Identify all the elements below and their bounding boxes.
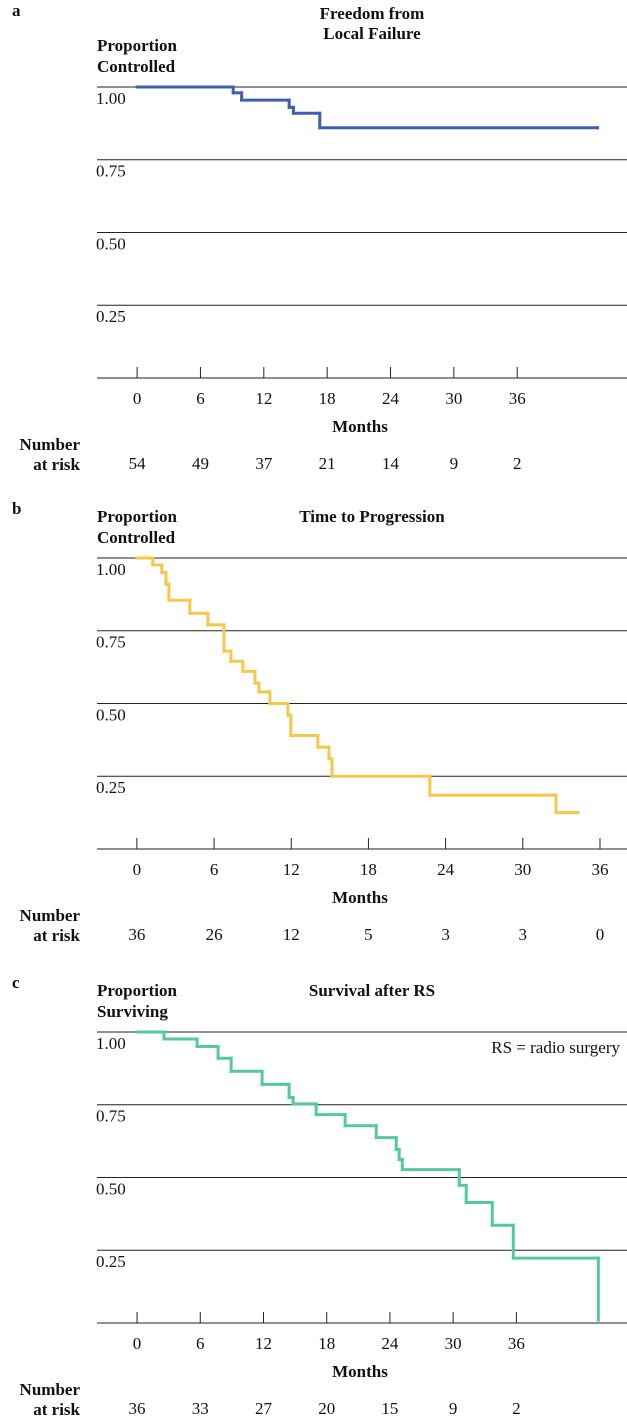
y-tick-label: 1.00 bbox=[96, 560, 126, 579]
y-axis-label: Controlled bbox=[97, 528, 176, 547]
y-tick-label: 0.25 bbox=[96, 778, 126, 797]
x-tick-label: 6 bbox=[196, 389, 205, 408]
annotation: RS = radio surgery bbox=[491, 1038, 620, 1057]
panel-label: a bbox=[12, 1, 21, 20]
at-risk-value: 9 bbox=[449, 1399, 458, 1418]
at-risk-value: 49 bbox=[192, 454, 209, 473]
at-risk-value: 12 bbox=[283, 925, 300, 944]
at-risk-value: 33 bbox=[192, 1399, 209, 1418]
at-risk-value: 9 bbox=[450, 454, 459, 473]
at-risk-value: 2 bbox=[513, 454, 522, 473]
x-axis-label: Months bbox=[332, 417, 388, 436]
chart-title: Survival after RS bbox=[309, 981, 435, 1000]
at-risk-value: 15 bbox=[381, 1399, 398, 1418]
x-axis-label: Months bbox=[332, 1362, 388, 1381]
y-axis-label: Surviving bbox=[97, 1002, 168, 1021]
x-tick-label: 36 bbox=[508, 1334, 525, 1353]
at-risk-value: 36 bbox=[128, 925, 145, 944]
at-risk-label: Number bbox=[20, 906, 81, 925]
panel-label: c bbox=[12, 973, 20, 992]
y-axis-label: Proportion bbox=[97, 981, 178, 1000]
chart-title: Local Failure bbox=[323, 24, 421, 43]
at-risk-label: Number bbox=[20, 435, 81, 454]
x-tick-label: 18 bbox=[319, 389, 336, 408]
x-tick-label: 0 bbox=[133, 1334, 142, 1353]
x-tick-label: 24 bbox=[382, 389, 400, 408]
y-tick-label: 0.25 bbox=[96, 307, 126, 326]
y-tick-label: 0.50 bbox=[96, 234, 126, 253]
x-tick-label: 18 bbox=[360, 860, 377, 879]
at-risk-value: 20 bbox=[318, 1399, 335, 1418]
x-tick-label: 24 bbox=[381, 1334, 399, 1353]
at-risk-value: 5 bbox=[364, 925, 373, 944]
x-tick-label: 0 bbox=[133, 860, 142, 879]
y-tick-label: 0.75 bbox=[96, 1107, 126, 1126]
chart-title: Time to Progression bbox=[299, 507, 445, 526]
at-risk-value: 37 bbox=[255, 454, 273, 473]
x-tick-label: 6 bbox=[196, 1334, 205, 1353]
at-risk-label: at risk bbox=[33, 455, 80, 474]
x-tick-label: 36 bbox=[591, 860, 608, 879]
at-risk-label: at risk bbox=[33, 926, 80, 945]
x-axis-label: Months bbox=[332, 888, 388, 907]
at-risk-value: 2 bbox=[512, 1399, 521, 1418]
at-risk-label: Number bbox=[20, 1380, 81, 1399]
x-tick-label: 36 bbox=[509, 389, 526, 408]
y-tick-label: 1.00 bbox=[96, 1034, 126, 1053]
y-tick-label: 0.50 bbox=[96, 705, 126, 724]
at-risk-value: 36 bbox=[129, 1399, 146, 1418]
x-tick-label: 30 bbox=[445, 1334, 462, 1353]
x-tick-label: 6 bbox=[210, 860, 219, 879]
at-risk-value: 26 bbox=[206, 925, 223, 944]
y-axis-label: Proportion bbox=[97, 36, 178, 55]
x-tick-label: 0 bbox=[133, 389, 142, 408]
at-risk-value: 3 bbox=[519, 925, 528, 944]
chart-title: Freedom from bbox=[320, 4, 425, 23]
y-tick-label: 0.75 bbox=[96, 633, 126, 652]
x-tick-label: 12 bbox=[255, 389, 272, 408]
at-risk-value: 27 bbox=[255, 1399, 273, 1418]
x-tick-label: 12 bbox=[255, 1334, 272, 1353]
x-tick-label: 12 bbox=[283, 860, 300, 879]
x-tick-label: 18 bbox=[318, 1334, 335, 1353]
y-tick-label: 0.75 bbox=[96, 162, 126, 181]
at-risk-value: 0 bbox=[596, 925, 605, 944]
y-axis-label: Controlled bbox=[97, 57, 176, 76]
at-risk-value: 3 bbox=[441, 925, 450, 944]
y-axis-label: Proportion bbox=[97, 507, 178, 526]
y-tick-label: 0.50 bbox=[96, 1179, 126, 1198]
x-tick-label: 30 bbox=[445, 389, 462, 408]
x-tick-label: 24 bbox=[437, 860, 455, 879]
y-tick-label: 1.00 bbox=[96, 89, 126, 108]
y-tick-label: 0.25 bbox=[96, 1252, 126, 1271]
at-risk-value: 14 bbox=[382, 454, 400, 473]
x-tick-label: 30 bbox=[514, 860, 531, 879]
at-risk-value: 54 bbox=[129, 454, 147, 473]
at-risk-value: 21 bbox=[319, 454, 336, 473]
at-risk-label: at risk bbox=[33, 1400, 80, 1418]
panel-label: b bbox=[12, 499, 21, 518]
